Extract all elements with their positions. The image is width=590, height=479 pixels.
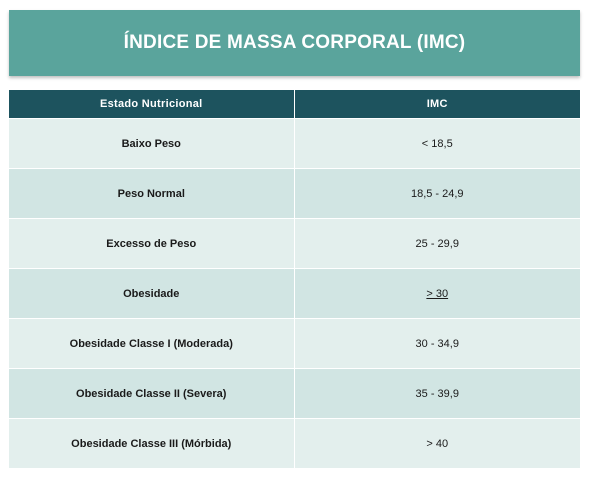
imc-table: Estado Nutricional IMC Baixo Peso < 18,5… [9, 90, 580, 468]
estado-cell: Obesidade [9, 268, 294, 319]
imc-cell: 25 - 29,9 [293, 218, 580, 269]
table-row: Obesidade Classe II (Severa) 35 - 39,9 [9, 368, 580, 419]
estado-cell: Peso Normal [9, 168, 294, 219]
estado-cell: Obesidade Classe I (Moderada) [9, 318, 294, 369]
table-row: Obesidade > 30 [9, 268, 580, 319]
imc-cell: 35 - 39,9 [293, 368, 580, 419]
estado-cell: Excesso de Peso [9, 218, 294, 269]
imc-cell: > 40 [293, 418, 580, 468]
table-row: Baixo Peso < 18,5 [9, 118, 580, 169]
imc-cell: < 18,5 [293, 118, 580, 169]
estado-cell: Obesidade Classe III (Mórbida) [9, 418, 294, 468]
table-row: Obesidade Classe I (Moderada) 30 - 34,9 [9, 318, 580, 369]
imc-value: > 30 [426, 287, 449, 300]
imc-cell: 18,5 - 24,9 [293, 168, 580, 219]
table-header: Estado Nutricional IMC [9, 90, 580, 119]
estado-cell: Baixo Peso [9, 118, 294, 169]
table-row: Peso Normal 18,5 - 24,9 [9, 168, 580, 219]
table-body: Baixo Peso < 18,5 Peso Normal 18,5 - 24,… [9, 118, 580, 468]
imc-cell: > 30 [293, 268, 580, 319]
column-header-estado: Estado Nutricional [9, 90, 294, 119]
title-banner: ÍNDICE DE MASSA CORPORAL (IMC) [9, 10, 580, 76]
imc-cell: 30 - 34,9 [293, 318, 580, 369]
table-row: Obesidade Classe III (Mórbida) > 40 [9, 418, 580, 468]
table-row: Excesso de Peso 25 - 29,9 [9, 218, 580, 269]
column-header-imc: IMC [293, 90, 580, 119]
page-title: ÍNDICE DE MASSA CORPORAL (IMC) [123, 32, 466, 53]
estado-cell: Obesidade Classe II (Severa) [9, 368, 294, 419]
header-row: Estado Nutricional IMC [9, 90, 580, 119]
